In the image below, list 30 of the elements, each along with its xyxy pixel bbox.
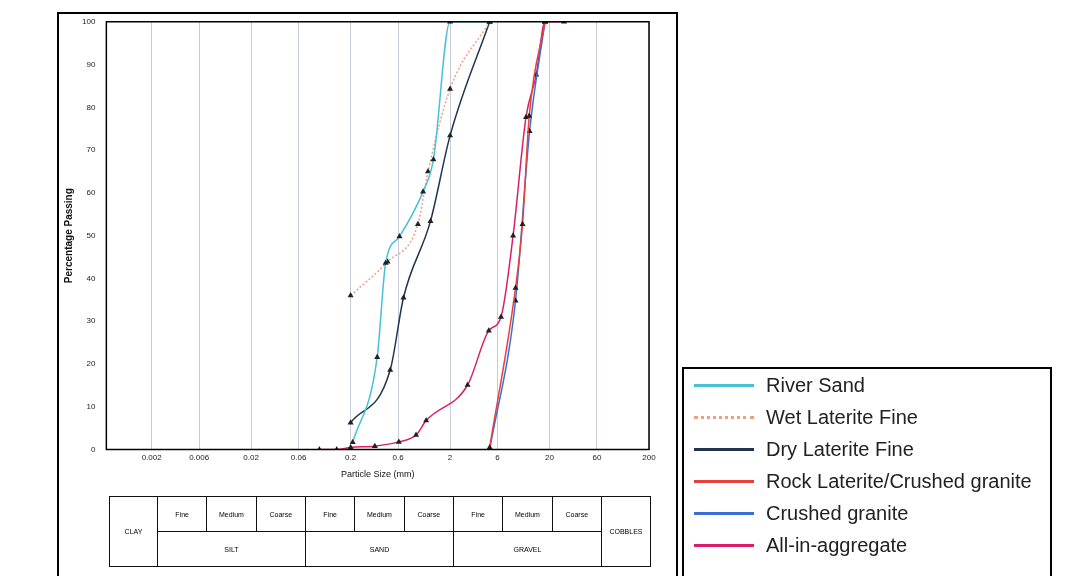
y-tick-label: 80 (86, 102, 96, 112)
x-tick-label: 0.006 (189, 452, 210, 462)
x-tick-label: 0.6 (392, 452, 405, 462)
y-tick-label: 70 (86, 145, 96, 155)
y-axis-title: Percentage Passing (62, 188, 74, 284)
legend-label: Wet Laterite Fine (766, 405, 918, 429)
x-tick-label: 0.2 (345, 452, 357, 462)
x-tick-label: 0.06 (290, 452, 307, 462)
y-tick-label: 100 (81, 17, 96, 26)
x-axis-title: Particle Size (mm) (340, 469, 415, 480)
legend-label: Rock Laterite/Crushed granite (766, 469, 1032, 493)
legend-label: Dry Laterite Fine (766, 437, 914, 461)
y-tick-label: 20 (86, 359, 96, 369)
legend-label: Crushed granite (766, 501, 909, 525)
x-tick-label: 2 (447, 452, 453, 462)
x-tick-label: 0.002 (141, 452, 163, 462)
x-tick-label: 60 (592, 452, 602, 462)
x-tick-label: 0.02 (243, 452, 260, 462)
y-tick-label: 10 (86, 402, 96, 412)
legend-label: River Sand (766, 373, 865, 397)
y-tick-label: 90 (86, 59, 96, 69)
x-tick-label: 200 (642, 452, 657, 462)
y-tick-label: 30 (86, 316, 96, 326)
y-tick-label: 0 (90, 444, 96, 454)
x-tick-label: 20 (545, 452, 555, 462)
y-tick-label: 60 (86, 188, 96, 198)
y-tick-label: 40 (86, 273, 96, 283)
legend-label: All-in-aggregate (766, 533, 908, 557)
y-tick-label: 50 (86, 230, 96, 240)
x-tick-label: 6 (495, 452, 501, 462)
